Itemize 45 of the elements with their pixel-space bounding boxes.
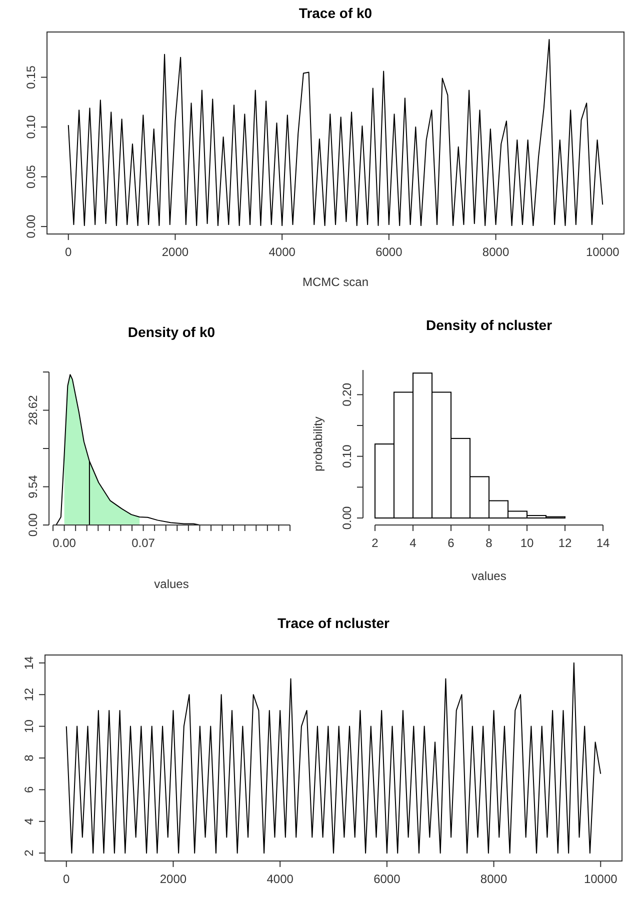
y-tick-label: 0.20 bbox=[340, 382, 354, 406]
x-tick-label: 0 bbox=[65, 245, 72, 259]
x-tick-label: 0 bbox=[63, 872, 70, 886]
x-tick-label: 10000 bbox=[586, 245, 620, 259]
y-tick-label: 0.00 bbox=[340, 506, 354, 530]
x-axis-title: values bbox=[472, 569, 506, 583]
y-tick-label: 9.54 bbox=[26, 474, 40, 498]
y-tick-label: 14 bbox=[22, 656, 36, 670]
x-tick-label: 12 bbox=[558, 536, 572, 550]
x-tick-label: 0.00 bbox=[52, 536, 76, 550]
y-tick-label: 8 bbox=[22, 754, 36, 762]
x-tick-label: 8000 bbox=[482, 245, 510, 259]
x-tick-label: 10 bbox=[520, 536, 534, 550]
y-tick-label: 0.05 bbox=[24, 164, 38, 188]
x-tick-label: 8 bbox=[486, 536, 493, 550]
chart-title: Density of ncluster bbox=[426, 317, 553, 333]
y-axis-title: probability bbox=[311, 416, 325, 472]
x-tick-label: 0.07 bbox=[132, 536, 156, 550]
x-tick-label: 4000 bbox=[266, 872, 294, 886]
y-tick-label: 12 bbox=[22, 688, 36, 702]
chart-title: Trace of ncluster bbox=[277, 615, 390, 631]
y-tick-label: 10 bbox=[22, 719, 36, 733]
y-tick-label: 0.10 bbox=[24, 115, 38, 139]
x-tick-label: 4 bbox=[410, 536, 417, 550]
x-tick-label: 4000 bbox=[268, 245, 296, 259]
x-tick-label: 2000 bbox=[160, 872, 187, 886]
x-tick-label: 2000 bbox=[162, 245, 189, 259]
x-tick-label: 14 bbox=[596, 536, 610, 550]
x-tick-label: 6 bbox=[448, 536, 455, 550]
y-tick-label: 0.15 bbox=[24, 65, 38, 89]
y-tick-label: 0.00 bbox=[24, 214, 38, 238]
x-tick-label: 2 bbox=[372, 536, 379, 550]
x-tick-label: 8000 bbox=[480, 872, 508, 886]
chart-title: Trace of k0 bbox=[298, 5, 372, 21]
chart-title: Density of k0 bbox=[128, 324, 216, 340]
x-axis-title: values bbox=[154, 577, 189, 591]
x-tick-label: 10000 bbox=[584, 872, 618, 886]
y-tick-label: 28.62 bbox=[26, 394, 40, 426]
y-tick-label: 6 bbox=[22, 786, 36, 794]
x-tick-label: 6000 bbox=[376, 245, 403, 259]
y-tick-label: 0.10 bbox=[340, 444, 354, 468]
x-tick-label: 6000 bbox=[374, 872, 401, 886]
y-tick-label: 2 bbox=[22, 849, 36, 856]
y-tick-label: 4 bbox=[22, 818, 36, 825]
x-axis-title: MCMC scan bbox=[302, 275, 369, 289]
